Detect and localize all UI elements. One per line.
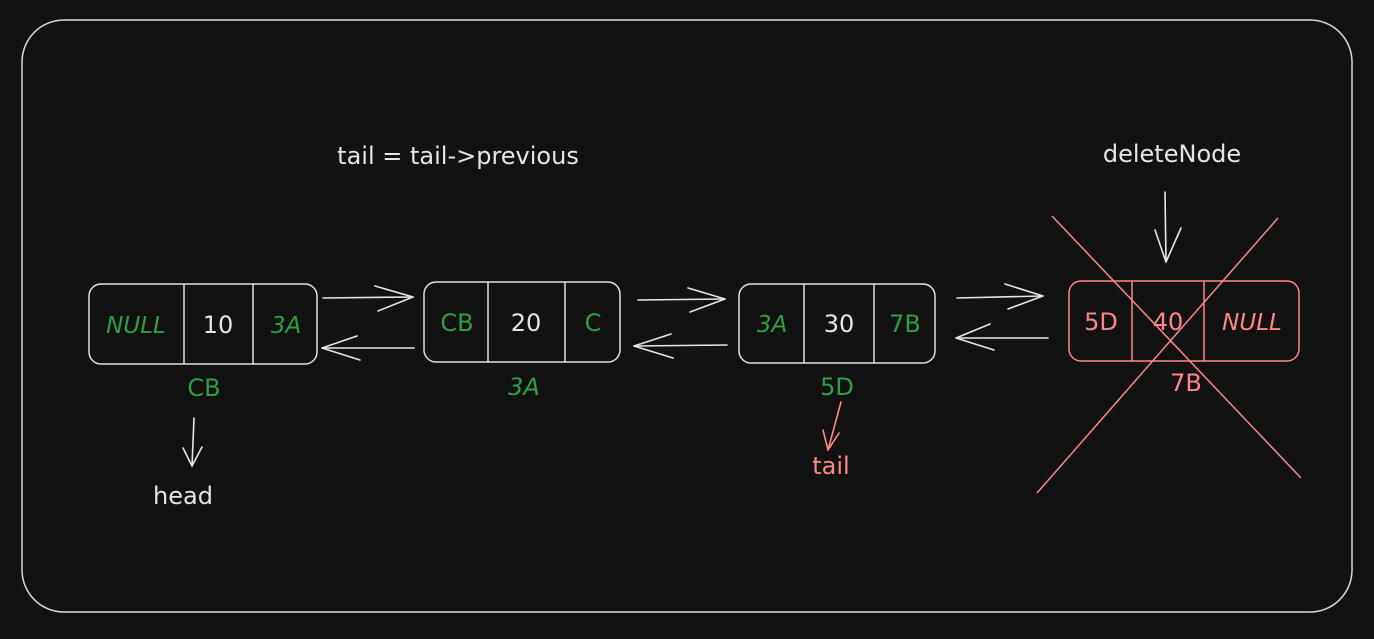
node-3: 3A 30 7B 5D (738, 283, 936, 401)
node-2-box (423, 281, 621, 363)
node-2-address: 3A (508, 373, 540, 401)
node-3-box (738, 283, 936, 364)
head-label: head (153, 482, 213, 510)
node-1: NULL 10 3A CB (88, 283, 318, 402)
node-1-box (88, 283, 318, 365)
node-2-next: C (585, 309, 602, 337)
link-3-2-back-arrow (633, 333, 728, 359)
tail-pointer-arrow (822, 401, 842, 451)
delete-node-label: deleteNode (1103, 140, 1241, 168)
node-4-next: NULL (1222, 310, 1282, 336)
node-4-box (1068, 280, 1300, 362)
delete-cross-line-2 (1036, 217, 1279, 494)
node-3-next: 7B (889, 310, 921, 338)
link-3-4-forward-arrow (956, 283, 1044, 310)
title-text: tail = tail->previous (337, 142, 579, 170)
node-3-data: 30 (824, 310, 855, 338)
node-3-address: 5D (820, 373, 854, 401)
delete-node-pointer-arrow (1154, 191, 1182, 263)
node-3-prev: 3A (757, 312, 787, 338)
node-1-data: 10 (203, 311, 234, 339)
node-2-data: 20 (511, 309, 542, 337)
node-2: CB 20 C 3A (423, 281, 621, 401)
link-1-2-forward-arrow (322, 285, 414, 312)
tail-label: tail (812, 452, 849, 480)
delete-cross-line-1 (1051, 215, 1302, 479)
link-2-3-forward-arrow (637, 287, 726, 313)
link-4-3-back-arrow (955, 323, 1049, 351)
link-2-1-back-arrow (321, 335, 415, 361)
node-4-prev: 5D (1084, 308, 1118, 336)
head-pointer-arrow (182, 417, 203, 467)
node-4-address: 7B (1170, 369, 1202, 397)
node-4-deleted: 5D 40 NULL 7B (1036, 215, 1302, 494)
node-1-prev: NULL (106, 313, 166, 339)
node-1-next: 3A (271, 313, 301, 339)
node-2-prev: CB (440, 309, 473, 337)
outer-frame (21, 19, 1353, 613)
node-1-address: CB (187, 374, 220, 402)
